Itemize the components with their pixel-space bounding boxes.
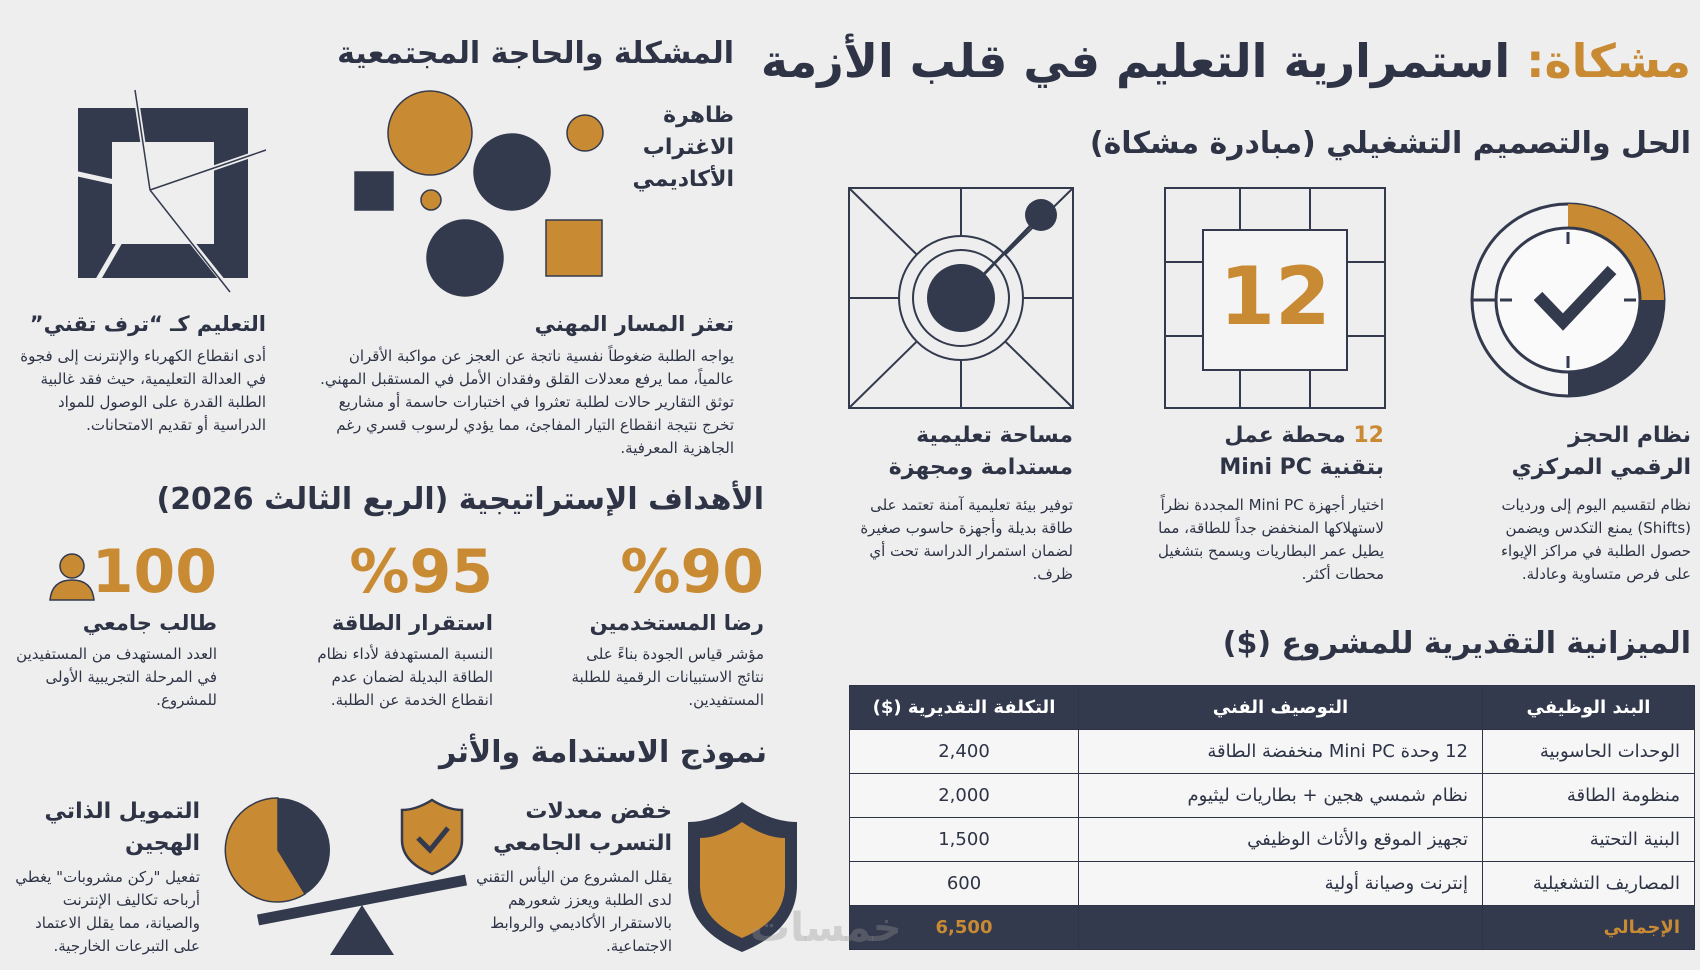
shield-icon [688, 802, 797, 952]
column-header: التكلفة التقديرية ($) [849, 685, 1079, 730]
section-heading: نموذج الاستدامة والأثر [438, 735, 767, 770]
section-heading: الأهداف الإستراتيجية (الربع الثالث 2026) [156, 482, 764, 517]
goal-text: العدد المستهدف من المستفيدين في المرحلة … [16, 645, 217, 709]
clock-icon [1470, 202, 1666, 398]
goal-title: رضا المستخدمين [589, 611, 764, 635]
section-heading: المشكلة والحاجة المجتمعية [337, 36, 734, 71]
person-icon [49, 553, 95, 601]
goal-text: مؤشر قياس الجودة بناءً على نتائج الاستبي… [571, 645, 764, 709]
cell: إنترنت وصيانة أولية [1078, 861, 1483, 906]
item-text: نظام لتقسيم اليوم إلى ورديات (Shifts) يم… [1500, 496, 1691, 583]
cell [1078, 905, 1483, 950]
item-text: يواجه الطلبة ضغوطاً نفسية ناتجة عن العجز… [320, 347, 734, 457]
item-title: التمويل الذاتي الهجين [44, 799, 200, 856]
cell: 2,000 [849, 773, 1079, 818]
item-title: التعليم كـ “ترف تقني” [29, 312, 266, 336]
total-value: 6,500 [849, 905, 1079, 950]
goal-value: %90 [620, 537, 764, 607]
section-heading: الميزانية التقديرية للمشروع ($) [1222, 626, 1691, 661]
item-text: يقلل المشروع من اليأس التقني لدى الطلبة … [476, 868, 672, 955]
item-title: نظام الحجز الرقمي المركزي [1511, 423, 1691, 480]
title: استمرارية التعليم في قلب الأزمة [760, 34, 1511, 88]
goal-title: استقرار الطاقة [331, 611, 493, 635]
item-text: اختيار أجهزة Mini PC المجددة نظراً لاسته… [1158, 496, 1384, 583]
cell: البنية التحتية [1482, 817, 1695, 862]
title-accent: مشكاة: [1526, 34, 1691, 88]
workstation-icon [1164, 187, 1386, 409]
icon-number: 12 [1219, 250, 1330, 343]
cell: الوحدات الحاسوبية [1482, 729, 1695, 774]
cell: منظومة الطاقة [1482, 773, 1695, 818]
budget-table: البند الوظيفي التوصيف الفني التكلفة التقدي… [849, 685, 1695, 950]
item-title: تعثر المسار المهني [534, 312, 734, 336]
column-header: البند الوظيفي [1482, 685, 1695, 730]
balance-icon [224, 797, 468, 955]
watermark: خمسات [750, 905, 902, 951]
item-title: خفض معدلات التسرب الجامعي [493, 799, 672, 856]
cell: 600 [849, 861, 1079, 906]
goal-text: النسبة المستهدفة لأداء نظام الطاقة البدي… [317, 645, 493, 709]
title-number: 12 [1353, 423, 1384, 448]
main-title: مشكاة: استمرارية التعليم في قلب الأزمة [761, 34, 1691, 88]
phenomenon-label: ظاهرة الاغتراب الأكاديمي [632, 103, 734, 192]
cell: 1,500 [849, 817, 1079, 862]
goal-value: 100 [91, 537, 217, 607]
goal-value: %95 [349, 537, 493, 607]
total-label: الإجمالي [1482, 905, 1695, 950]
column-header: التوصيف الفني [1078, 685, 1483, 730]
cell: نظام شمسي هجين + بطاريات ليثيوم [1078, 773, 1483, 818]
item-text: أدى انقطاع الكهرباء والإنترنت إلى فجوة ف… [20, 347, 266, 434]
item-text: توفير بيئة تعليمية آمنة تعتمد على طاقة ب… [860, 496, 1073, 583]
cell: 12 وحدة Mini PC منخفضة الطاقة [1078, 729, 1483, 774]
cell: تجهيز الموقع والأثاث الوظيفي [1078, 817, 1483, 862]
cell: 2,400 [849, 729, 1079, 774]
broken-square-icon [59, 89, 267, 293]
alienation-icon [354, 90, 604, 297]
item-title: 12 محطة عمل بتقنية Mini PC [1214, 420, 1384, 484]
goal-title: طالب جامعي [82, 611, 217, 635]
cell: المصاريف التشغيلية [1482, 861, 1695, 906]
title-text: محطة عمل بتقنية Mini PC [1219, 423, 1384, 480]
section-heading: الحل والتصميم التشغيلي (مبادرة مشكاة) [1089, 126, 1691, 161]
item-title: مساحة تعليمية مستدامة ومجهزة [888, 423, 1073, 480]
item-text: تفعيل "ركن مشروبات" يغطي أرباحه تكاليف ا… [15, 868, 200, 955]
